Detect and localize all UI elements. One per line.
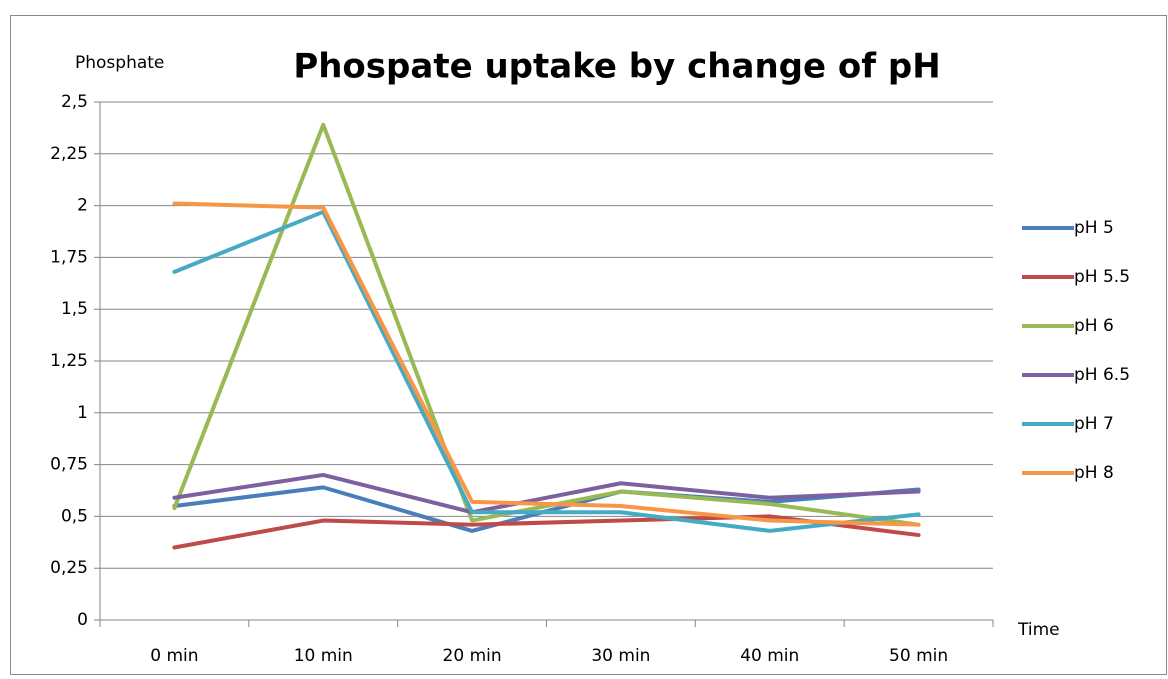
y-tick-label: 2 [77, 196, 88, 216]
y-tick-label: 2,5 [61, 92, 88, 112]
x-tick-label: 30 min [591, 646, 650, 666]
y-tick-label: 1,75 [50, 247, 88, 267]
y-tick-label: 1,25 [50, 351, 88, 371]
legend-label: pH 7 [1074, 414, 1114, 434]
x-tick-label: 10 min [294, 646, 353, 666]
chart-frame [10, 15, 1167, 675]
y-tick-label: 1,5 [61, 299, 88, 319]
series-line [172, 122, 921, 527]
chart-title: Phospate uptake by change of pH [293, 47, 940, 87]
legend-label: pH 6 [1074, 316, 1114, 336]
series-line [172, 201, 921, 527]
y-tick-label: 0,25 [50, 558, 88, 578]
x-tick-label: 40 min [740, 646, 799, 666]
x-axis-title: Time [1017, 620, 1060, 640]
y-tick-label: 2,25 [50, 144, 88, 164]
y-tick-label: 0,75 [50, 455, 88, 475]
x-tick-label: 0 min [150, 646, 198, 666]
y-axis-title: Phosphate [75, 53, 164, 73]
legend-label: pH 5 [1074, 218, 1114, 238]
legend-label: pH 8 [1074, 463, 1114, 483]
legend-label: pH 6.5 [1074, 365, 1130, 385]
y-tick-label: 1 [77, 403, 88, 423]
y-tick-label: 0 [77, 610, 88, 630]
series-line [172, 472, 921, 515]
y-tick-label: 0,5 [61, 506, 88, 526]
legend-label: pH 5.5 [1074, 267, 1130, 287]
series-line [172, 209, 921, 533]
x-tick-label: 20 min [443, 646, 502, 666]
x-tick-label: 50 min [889, 646, 948, 666]
